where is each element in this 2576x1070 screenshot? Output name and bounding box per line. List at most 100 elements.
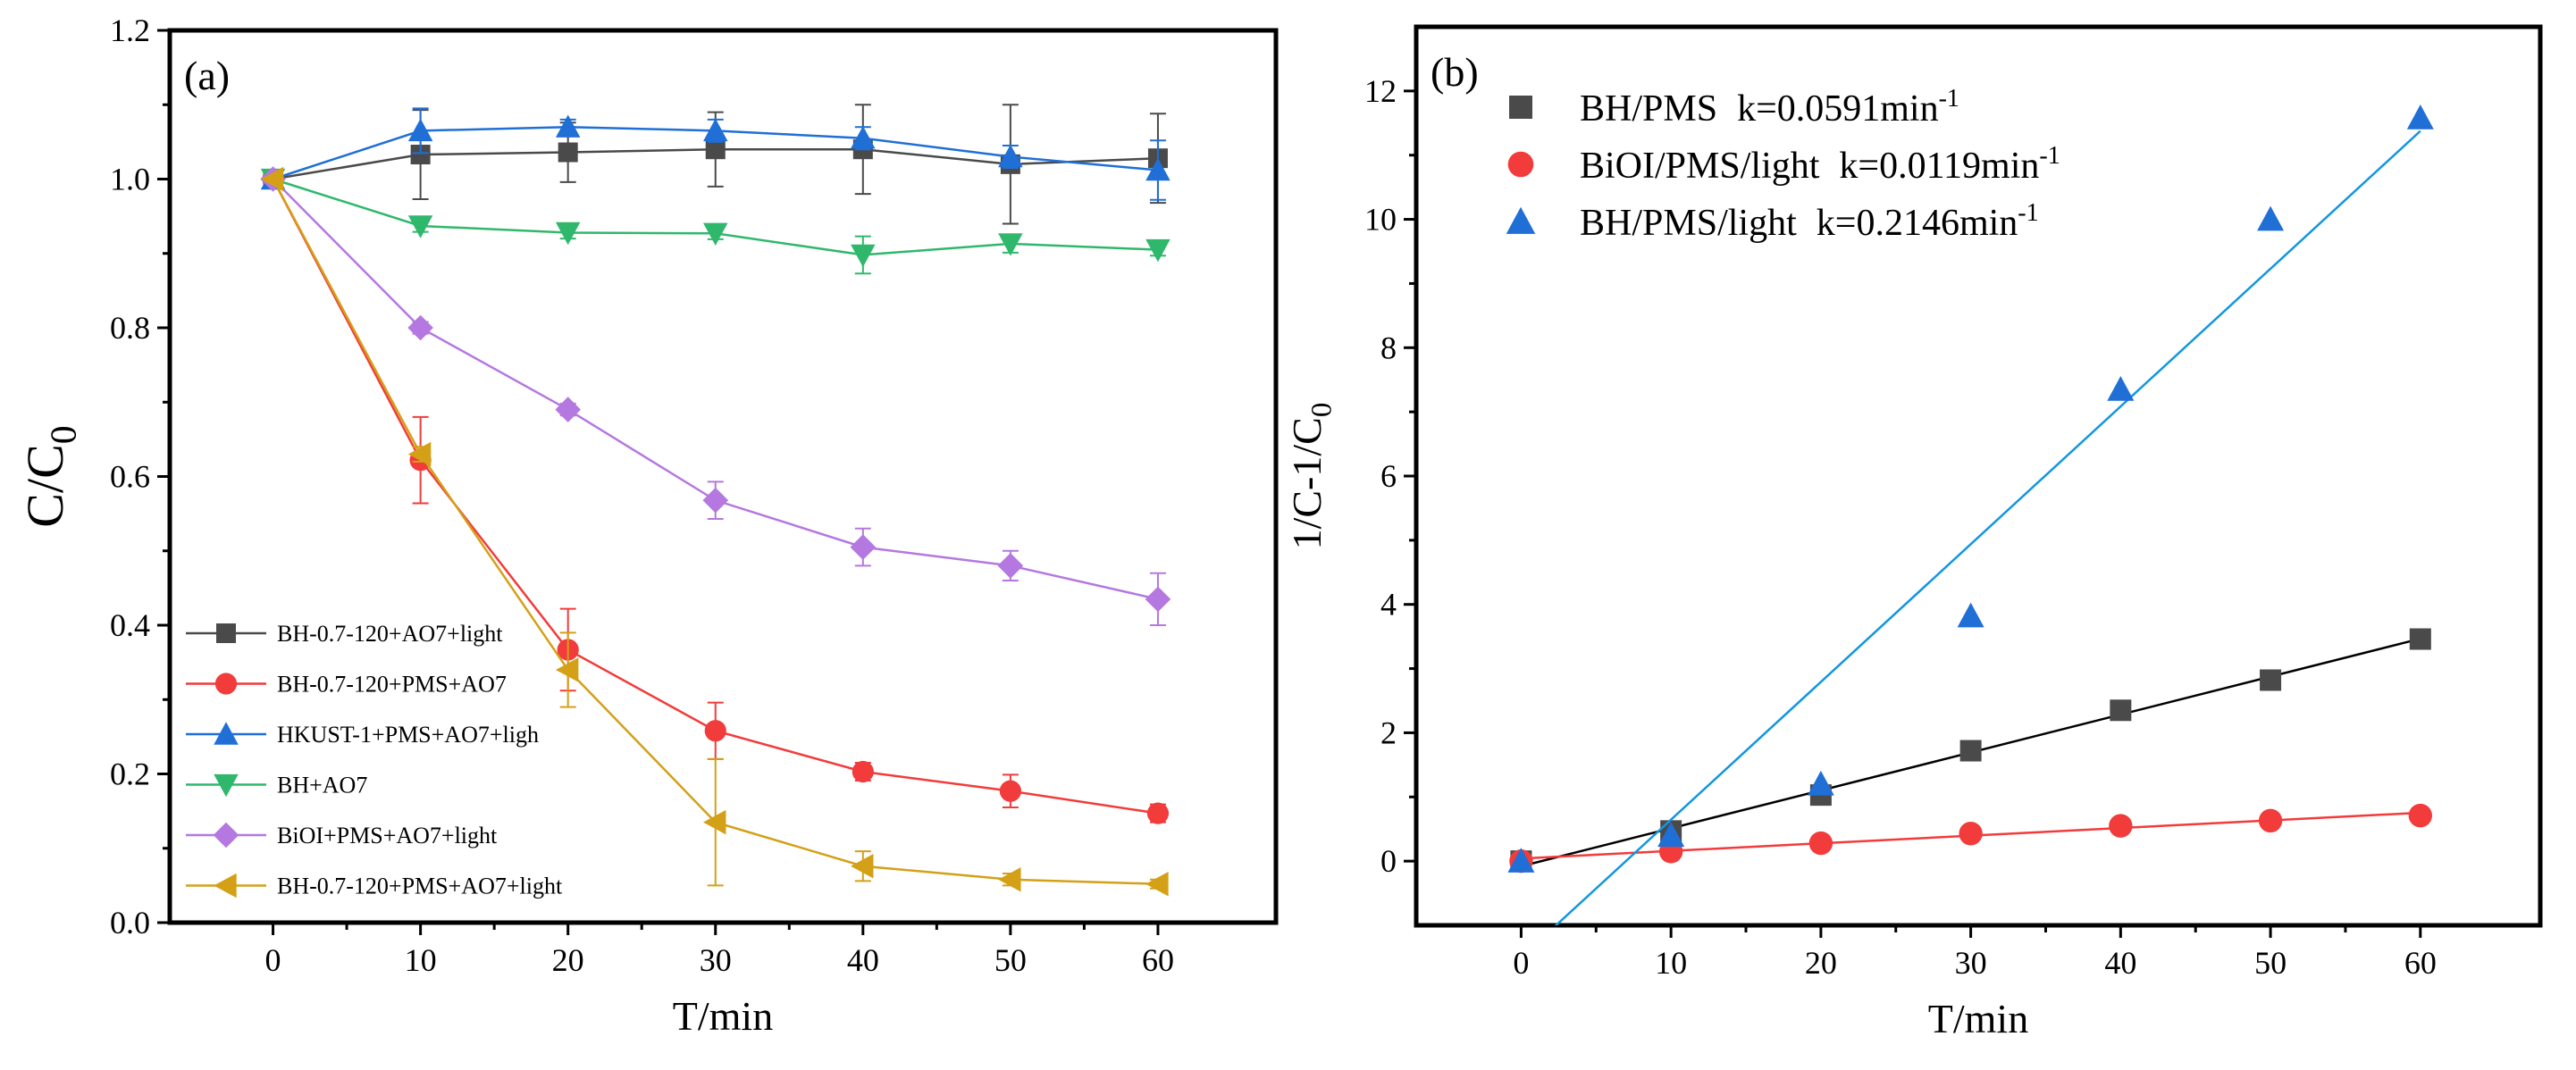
x-tick-label: 50 (994, 942, 1027, 978)
data-point (2107, 375, 2135, 401)
y-tick-label: 0 (1380, 843, 1397, 879)
y-tick-label: 0.2 (110, 757, 150, 792)
x-tick-label: 50 (2254, 945, 2287, 981)
x-tick-label: 10 (1655, 945, 1687, 981)
data-point (998, 144, 1023, 168)
x-tick-label: 30 (1955, 945, 1987, 981)
data-point (998, 233, 1023, 256)
legend-label: BH-0.7-120+AO7+light (277, 621, 503, 647)
x-tick-label: 20 (1805, 945, 1837, 981)
y-tick-label: 10 (1364, 202, 1397, 238)
data-point (851, 244, 876, 268)
legend-label: BiOI/PMS/light k=0.0119min-1 (1580, 142, 2060, 187)
x-tick-label: 60 (1142, 942, 1174, 978)
legend-label: HKUST-1+PMS+AO7+ligh (277, 722, 539, 748)
data-point (852, 760, 874, 783)
x-tick-label: 40 (2104, 945, 2136, 981)
data-point (1807, 770, 1834, 796)
legend-marker (213, 822, 239, 848)
panel-label: (a) (184, 53, 230, 98)
data-point (2257, 205, 2285, 231)
data-point (2408, 803, 2433, 828)
data-point (999, 780, 1021, 802)
data-point (2258, 808, 2283, 833)
data-point (705, 139, 726, 160)
panel-a-chart: 0 10 20 30 40 50 60 0.0 0.2 0.4 0.6 0.8 1.0 1.2 T/min C… (16, 13, 1279, 1039)
x-tick-label: 0 (265, 942, 281, 978)
data-point (704, 720, 726, 742)
data-point (850, 534, 877, 560)
panel-label: (b) (1431, 49, 1479, 95)
legend-label: BH-0.7-120+PMS+AO7 (277, 672, 507, 698)
data-point (260, 166, 284, 192)
data-point (851, 853, 874, 879)
y-tick-label: 0.8 (110, 310, 150, 346)
y-axis-label: C/C0 (16, 425, 85, 527)
legend-marker (1509, 96, 1532, 119)
legend-label: BH/PMS k=0.0591min-1 (1580, 85, 1959, 130)
y-tick-label: 1.2 (110, 13, 150, 48)
data-point (702, 118, 728, 142)
y-axis-label: 1/C-1/C0 (1284, 403, 1338, 550)
series-1 (1509, 803, 2433, 874)
data-point (2109, 814, 2133, 838)
y-tick-label: 0.6 (110, 459, 150, 495)
data-point (1145, 238, 1171, 263)
data-point (1657, 822, 1685, 848)
series-5 (260, 166, 1169, 897)
x-tick-label: 40 (847, 942, 879, 978)
legend: BH/PMS k=0.0591min-1 BiOI/PMS/light k=0.011… (1506, 85, 2060, 244)
legend-label: BH/PMS/light k=0.2146min-1 (1580, 199, 2039, 244)
data-point (998, 866, 1021, 892)
data-point (2406, 104, 2434, 130)
legend-marker (216, 623, 236, 643)
data-point (1959, 822, 1983, 846)
x-axis-label: T/min (1928, 996, 2028, 1041)
legend-label: BH-0.7-120+PMS+AO7+light (277, 874, 563, 899)
data-point (407, 441, 432, 467)
data-point (410, 145, 431, 165)
x-tick-label: 0 (1513, 945, 1529, 981)
legend-marker (1507, 151, 1534, 178)
y-tick-label: 0.0 (110, 905, 150, 940)
legend-marker (214, 673, 238, 695)
legend-marker (214, 873, 237, 899)
x-tick-label: 10 (405, 942, 437, 978)
legend-marker (214, 773, 239, 798)
y-tick-label: 12 (1364, 73, 1397, 109)
data-point (997, 553, 1024, 579)
data-point (1146, 802, 1170, 824)
legend: BH-0.7-120+AO7+light BH-0.7-120+PMS+AO7 HK… (186, 621, 563, 899)
data-point (1507, 848, 1535, 873)
data-point (1808, 831, 1833, 856)
data-point (702, 809, 726, 835)
data-point (851, 125, 876, 149)
data-point (555, 222, 581, 246)
fit-line (1554, 130, 2421, 925)
data-point (558, 142, 578, 163)
data-point (2260, 669, 2282, 691)
data-point (2110, 699, 2132, 722)
y-tick-label: 2 (1380, 715, 1397, 750)
x-tick-label: 30 (700, 942, 732, 978)
x-tick-label: 20 (552, 942, 584, 978)
data-point (407, 215, 433, 238)
x-tick-label: 60 (2404, 945, 2437, 981)
data-point (1959, 740, 1982, 762)
y-tick-label: 0.4 (110, 607, 150, 643)
y-tick-label: 6 (1380, 458, 1397, 494)
data-point (1145, 871, 1169, 897)
data-point (555, 114, 581, 138)
data-point (1145, 157, 1171, 181)
panel-b-chart: 0 10 20 30 40 50 60 0 2 4 6 8 10 12 T/min 1/C-1/C0 (b) BH… (1284, 24, 2543, 1041)
legend-label: BiOI+PMS+AO7+light (277, 823, 498, 848)
data-point (555, 397, 581, 422)
legend-label: BH+AO7 (277, 773, 367, 798)
data-point (1957, 602, 1984, 628)
legend-marker (214, 722, 239, 745)
y-tick-label: 1.0 (110, 162, 150, 197)
data-point (407, 118, 433, 142)
series-4 (260, 166, 1171, 626)
y-tick-label: 4 (1380, 587, 1397, 623)
